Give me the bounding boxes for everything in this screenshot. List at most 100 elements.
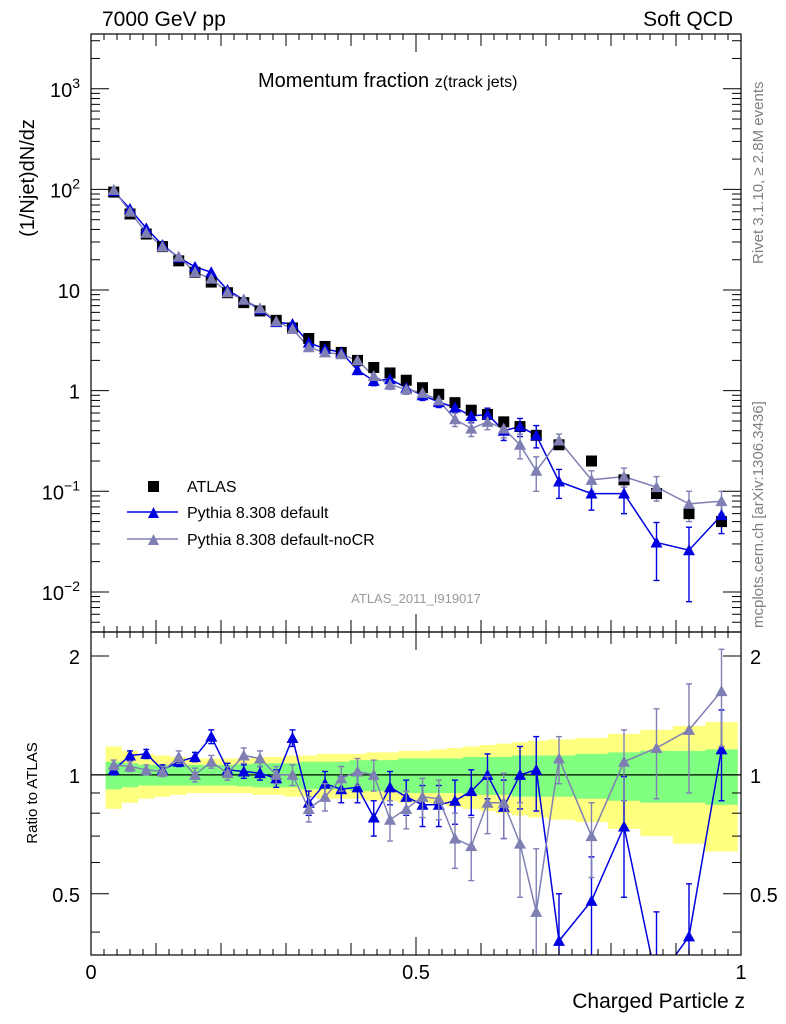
data-point-atlas	[586, 455, 597, 467]
ratio-point-default	[254, 767, 266, 779]
ratio-y-axis-label: Ratio to ATLAS	[24, 742, 41, 843]
ratio-plot-series	[107, 648, 728, 986]
ratio-point-nocr	[270, 768, 283, 780]
data-point-default	[205, 266, 218, 278]
data-point-nocr	[270, 315, 283, 327]
ratio-point-default	[651, 975, 663, 986]
ratio-point-default	[553, 934, 565, 946]
x-tick-label: 0.5	[402, 962, 430, 984]
ratio-point-nocr	[465, 840, 478, 852]
ratio-point-nocr	[205, 755, 218, 767]
main-plot-title: Momentum fraction z(track jets)	[258, 70, 517, 92]
ratio-point-nocr	[254, 752, 266, 764]
header-energy-label: 7000 GeV pp	[102, 8, 226, 31]
legend-label-default: Pythia 8.308 default	[187, 505, 329, 522]
data-point-nocr	[384, 378, 396, 390]
ratio-point-default	[585, 894, 598, 906]
data-point-nocr	[335, 348, 348, 360]
data-point-nocr	[351, 354, 364, 366]
data-point-nocr	[715, 495, 728, 507]
ratio-y-tick-label: 1	[69, 766, 80, 788]
ratio-axes: 0.5 0.5 1 1 2 2 0 0.5 1	[52, 631, 778, 984]
x-tick-label: 1	[735, 962, 746, 984]
ratio-point-nocr	[514, 837, 526, 849]
data-point-default	[514, 420, 526, 432]
y-tick-label: 10	[58, 281, 80, 303]
y-tick-label: 103	[50, 75, 80, 102]
data-point-default	[553, 475, 565, 487]
data-point-default	[530, 429, 543, 441]
data-point-default	[481, 408, 494, 420]
ratio-point-default	[683, 930, 695, 942]
main-plot-title-sub: z(track jets)	[435, 74, 518, 91]
x-tick-label: 0	[85, 962, 96, 984]
ratio-point-nocr	[335, 772, 348, 784]
data-point-nocr	[286, 323, 299, 335]
ratio-point-default	[465, 785, 478, 797]
data-point-default	[618, 487, 630, 499]
series-line-nocr	[113, 189, 722, 505]
data-point-atlas	[400, 374, 412, 386]
ratio-point-default	[124, 749, 136, 761]
ratio-y-tick-label-right: 1	[750, 766, 761, 788]
ratio-point-nocr	[432, 792, 445, 804]
data-point-nocr	[319, 346, 331, 358]
ratio-point-default	[449, 794, 461, 806]
data-point-atlas	[384, 367, 396, 379]
data-point-atlas	[433, 388, 445, 400]
data-point-default	[683, 544, 695, 556]
series-line-default	[113, 190, 723, 552]
data-point-nocr	[367, 369, 380, 381]
data-point-atlas	[498, 416, 510, 428]
data-point-nocr	[650, 481, 663, 493]
ratio-point-nocr	[416, 790, 429, 802]
data-point-default	[465, 410, 478, 422]
ratio-uncertainty-bands	[91, 722, 741, 852]
ratio-point-nocr	[319, 790, 331, 802]
ratio-point-nocr	[650, 741, 663, 753]
ratio-point-nocr	[400, 802, 413, 814]
ratio-y-tick-label: 2	[69, 647, 80, 669]
data-point-default	[351, 364, 364, 376]
data-point-nocr	[683, 497, 695, 509]
data-point-nocr	[400, 383, 413, 395]
data-point-atlas	[683, 508, 695, 520]
ratio-point-nocr	[172, 750, 185, 762]
data-point-nocr	[497, 422, 510, 434]
data-point-nocr	[221, 286, 234, 298]
data-point-nocr	[107, 183, 120, 195]
ratio-point-nocr	[351, 765, 364, 777]
legend-marker-atlas	[148, 481, 159, 492]
data-point-nocr	[553, 434, 565, 446]
rivet-version-label: Rivet 3.1.10, ≥ 2.8M events	[750, 82, 767, 265]
legend-label-nocr: Pythia 8.308 default-noCR	[187, 532, 375, 549]
data-point-default	[449, 401, 461, 413]
legend: ATLAS Pythia 8.308 default Pythia 8.308 …	[127, 479, 375, 549]
mcplots-source-label: mcplots.cern.ch [arXiv:1306.3436]	[750, 401, 767, 628]
data-point-nocr	[254, 302, 266, 314]
main-plot-series	[107, 183, 728, 603]
data-point-default	[715, 509, 728, 521]
y-tick-label: 10−1	[42, 477, 80, 504]
ratio-band-inner	[105, 749, 738, 805]
ratio-panel: 0.5 0.5 1 1 2 2 0 0.5 1 Ratio to ATLAS Charged P…	[24, 631, 778, 1013]
ratio-point-default	[237, 765, 250, 777]
data-point-nocr	[140, 226, 153, 238]
data-point-default	[585, 487, 598, 499]
ratio-point-default	[189, 750, 201, 762]
legend-marker-default	[148, 507, 159, 518]
ratio-point-default	[140, 747, 153, 759]
main-plot-title-text: Momentum fraction	[258, 70, 435, 92]
ratio-y-tick-label-right: 0.5	[750, 885, 778, 907]
ratio-point-default	[384, 781, 396, 793]
ratio-point-default	[618, 820, 630, 832]
ratio-point-nocr	[124, 760, 136, 772]
legend-label-atlas: ATLAS	[187, 479, 237, 496]
ratio-point-nocr	[449, 832, 461, 844]
ratio-point-nocr	[107, 758, 120, 770]
data-point-nocr	[124, 205, 136, 217]
ratio-point-nocr	[481, 796, 494, 808]
main-axes: 10−2 10−1 1 10 102 103	[42, 33, 742, 633]
data-point-atlas	[651, 488, 662, 500]
